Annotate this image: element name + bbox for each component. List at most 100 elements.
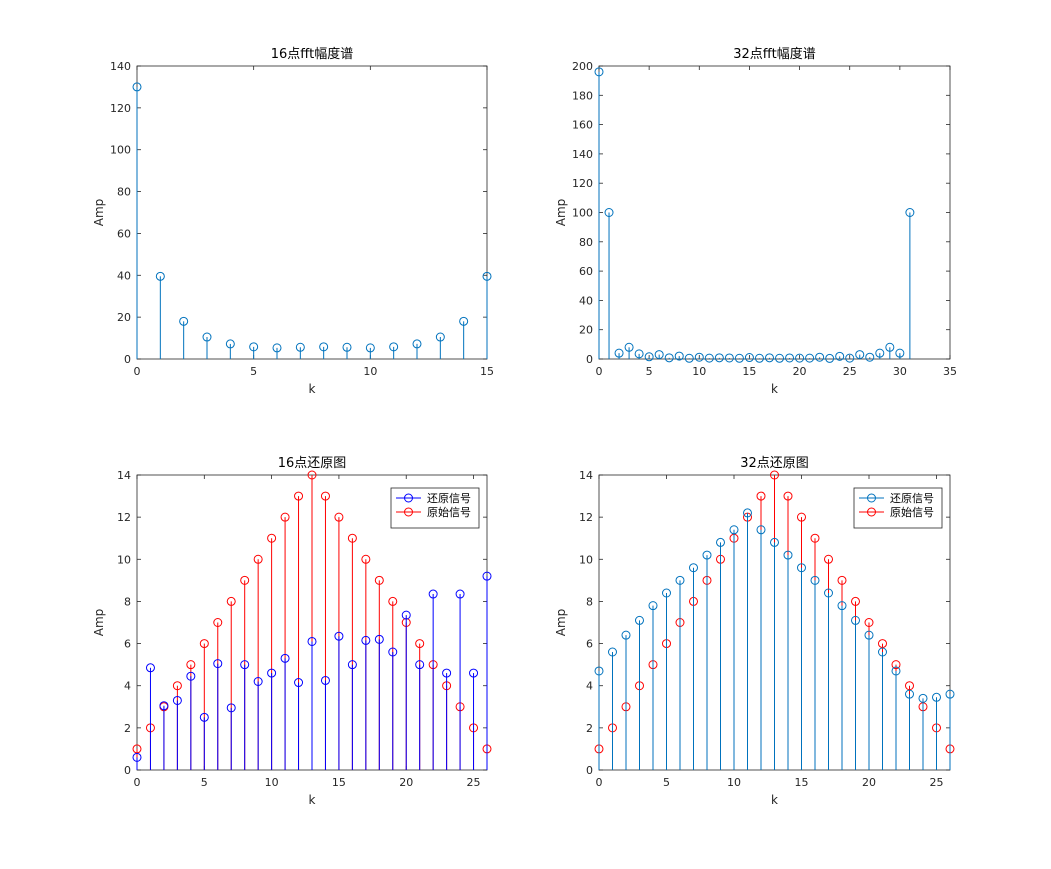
- chart-0-ytick-label: 40: [117, 269, 131, 282]
- chart-1-ytick-label: 60: [579, 265, 593, 278]
- chart-0-stem-marker: [249, 342, 259, 352]
- chart-2-legend-label: 原始信号: [427, 505, 471, 519]
- chart-0-stem-marker: [225, 339, 235, 349]
- chart-2-stem-marker: [280, 653, 290, 663]
- chart-3-series-0: [594, 508, 955, 770]
- chart-1-axes: 0 5 10 15 20 25 30 35 0 20 40 60 80 100 120 140 160 180 20…: [554, 46, 957, 396]
- chart-2-legend-marker: [404, 493, 413, 503]
- chart-0-title: 16点fft幅度谱: [271, 46, 354, 62]
- chart-1-stem-marker: [744, 353, 754, 363]
- chart-0-ytick-label: 60: [117, 227, 131, 240]
- chart-1-stem-marker: [815, 352, 825, 362]
- chart-3-stem-marker: [837, 601, 847, 611]
- chart-2-xtick-label: 25: [467, 776, 481, 789]
- chart-3-xtick-label: 10: [727, 776, 741, 789]
- chart-1-xtick-label: 10: [692, 365, 706, 378]
- chart-2-stem-marker: [334, 631, 344, 641]
- chart-1-stem-marker: [764, 353, 774, 363]
- chart-2-ytick-label: 6: [124, 638, 131, 651]
- chart-3-stem-marker: [648, 601, 658, 611]
- chart-0-stem-marker: [179, 316, 189, 326]
- chart-1-stem-marker: [604, 208, 614, 217]
- chart-2-stem-marker: [145, 663, 155, 673]
- chart-1-stem-marker: [785, 353, 795, 363]
- chart-1-stem-marker: [714, 353, 724, 363]
- chart-0-stem-marker: [389, 342, 399, 352]
- chart-2-stem-marker: [240, 660, 250, 670]
- chart-1-stem-marker: [855, 350, 865, 360]
- chart-0-stem-marker: [412, 339, 422, 349]
- chart-1-stem-marker: [684, 353, 694, 363]
- chart-1-xtick-label: 5: [646, 365, 653, 378]
- chart-1-stem-marker: [644, 352, 654, 362]
- chart-1-stem-marker: [754, 353, 764, 363]
- chart-1-stem-marker: [734, 353, 744, 363]
- chart-1-stem-marker: [674, 351, 684, 361]
- chart-0-stem-marker: [365, 343, 375, 353]
- chart-3-stem-marker: [675, 575, 685, 585]
- chart-0-stem-marker: [295, 342, 305, 352]
- chart-2-stem-marker: [374, 575, 384, 585]
- chart-2-stem-marker: [455, 589, 465, 599]
- chart-0-axes: 0 5 10 15 0 20 40 60 80 100 120 140 16点fft幅度谱 k Amp: [92, 46, 494, 396]
- chart-3-stem-marker: [770, 537, 779, 547]
- chart-3-stem-marker: [729, 525, 739, 535]
- chart-2-legend-label: 还原信号: [427, 492, 471, 505]
- chart-2-stem-marker: [294, 678, 304, 688]
- chart-2-stem-marker: [334, 512, 344, 522]
- chart-3-legend-label: 原始信号: [890, 505, 934, 519]
- chart-2-xtick-label: 10: [265, 776, 279, 789]
- chart-3-stem-marker: [594, 666, 604, 676]
- chart-2-stem-marker: [307, 470, 317, 480]
- chart-2-stem-marker: [172, 695, 182, 705]
- chart-3-stem-marker: [864, 618, 874, 627]
- chart-3-stem-marker: [608, 647, 617, 657]
- chart-3-stem-marker: [824, 588, 833, 598]
- chart-1-ytick-label: 20: [579, 324, 593, 337]
- chart-3-stem-marker: [864, 630, 874, 640]
- chart-3-stem-marker: [905, 689, 914, 699]
- chart-3-ytick-label: 10: [579, 553, 593, 566]
- chart-3-stem-marker: [702, 550, 712, 560]
- chart-3-stem-marker: [743, 508, 752, 518]
- chart-2-stem-marker: [253, 677, 263, 686]
- chart-2-stem-marker: [226, 703, 236, 713]
- chart-2-stem-marker: [294, 491, 304, 501]
- chart-1-stem-marker: [724, 353, 734, 363]
- chart-1-ylabel: Amp: [554, 199, 568, 227]
- chart-3-stem-marker: [716, 537, 725, 547]
- chart-2-stem-marker: [415, 660, 425, 670]
- chart-2-stem-marker: [442, 668, 452, 678]
- chart-2-stem-marker: [213, 659, 223, 669]
- chart-3-stem-marker: [918, 693, 928, 703]
- chart-2-legend-marker: [404, 507, 413, 517]
- chart-0-stem-marker: [482, 271, 492, 281]
- chart-3-xtick-label: 0: [596, 776, 603, 789]
- chart-2-stem-marker: [469, 668, 479, 678]
- chart-2-ytick-label: 10: [117, 553, 131, 566]
- chart-0-stem-marker: [459, 316, 469, 326]
- chart-1-ytick-label: 200: [572, 60, 593, 73]
- chart-1-stem-marker: [624, 342, 634, 352]
- chart-1-ytick-label: 40: [579, 294, 593, 307]
- chart-0-series-0: [132, 82, 492, 359]
- chart-3-stem-marker: [851, 615, 860, 625]
- chart-0-xtick-label: 15: [480, 365, 494, 378]
- chart-3-stem-marker: [824, 554, 833, 564]
- chart-2-title: 16点还原图: [278, 456, 347, 471]
- chart-1-xtick-label: 20: [793, 365, 807, 378]
- chart-0-stem-marker: [155, 271, 165, 281]
- chart-3-stem-marker: [783, 491, 793, 501]
- chart-3-stem-marker: [635, 615, 644, 625]
- chart-2-ytick-label: 0: [124, 764, 131, 777]
- chart-1-stem-marker: [875, 348, 885, 358]
- chart-3-xtick-label: 15: [795, 776, 809, 789]
- chart-3-xtick-label: 25: [930, 776, 944, 789]
- chart-1-ytick-label: 180: [572, 89, 593, 102]
- chart-1-stem-marker: [775, 353, 785, 363]
- chart-2-ytick-label: 8: [124, 595, 131, 608]
